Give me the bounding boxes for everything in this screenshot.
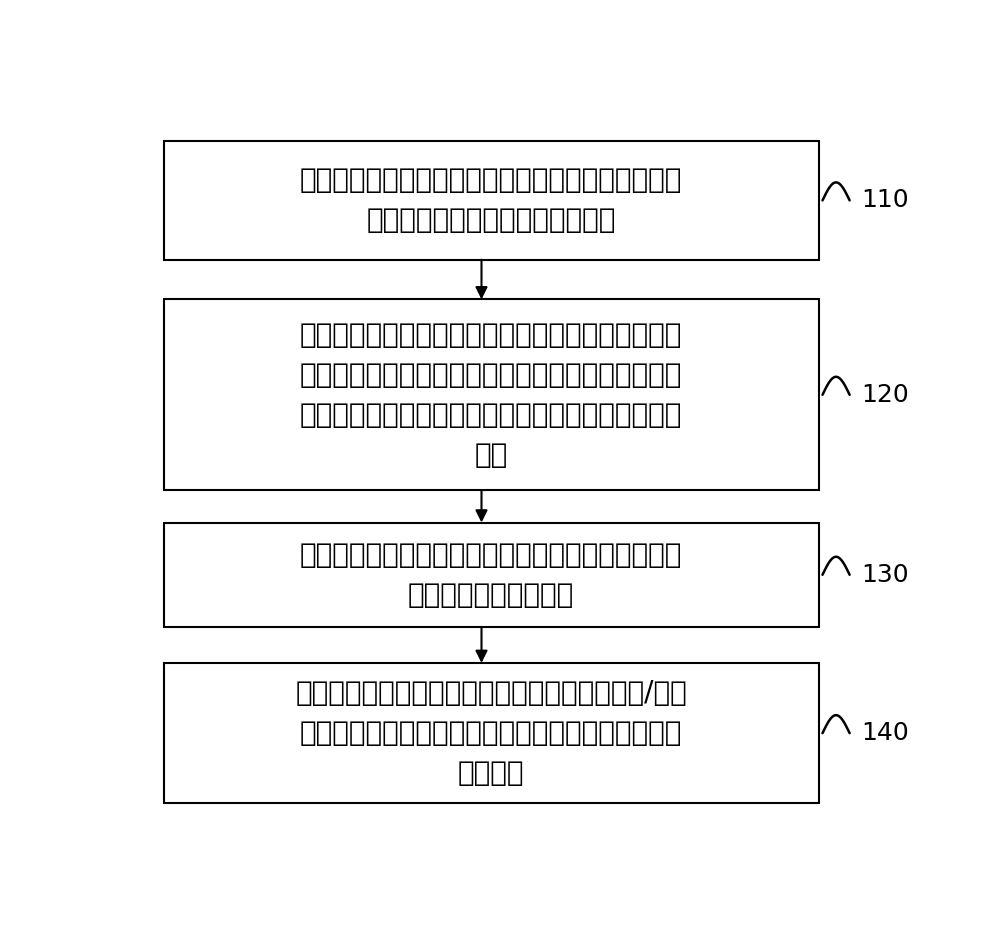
Text: 130: 130 — [861, 563, 909, 587]
Text: 基于所述列车实时位置，在检测到所述目标列车到达
所述目标信标位置前方目标距离的位置的情况下，向
所述目标列车发送所述目标信标位置对应的目标控制
信号: 基于所述列车实时位置，在检测到所述目标列车到达 所述目标信标位置前方目标距离的位… — [300, 321, 682, 469]
Text: 获取所述目标列车基于所述目标控制信息发送的列车
状态量和列车反馈信号: 获取所述目标列车基于所述目标控制信息发送的列车 状态量和列车反馈信号 — [300, 540, 682, 609]
Text: 获取目标列车的列车实时位置以及所述目标列车所处
路线中目标分相区的目标信标位置: 获取目标列车的列车实时位置以及所述目标列车所处 路线中目标分相区的目标信标位置 — [300, 166, 682, 235]
Bar — [164, 299, 819, 490]
Text: 140: 140 — [861, 721, 909, 745]
Text: 在确定未接收到所述列车反馈信号的情况下，和/或，
在所述列车状态量未达到目标状态量的情况下，输出
报警信息: 在确定未接收到所述列车反馈信号的情况下，和/或， 在所述列车状态量未达到目标状态… — [295, 679, 687, 787]
Text: 110: 110 — [861, 188, 909, 212]
Bar — [164, 663, 819, 803]
Text: 120: 120 — [861, 382, 909, 407]
Bar — [164, 141, 819, 260]
Bar — [164, 523, 819, 627]
